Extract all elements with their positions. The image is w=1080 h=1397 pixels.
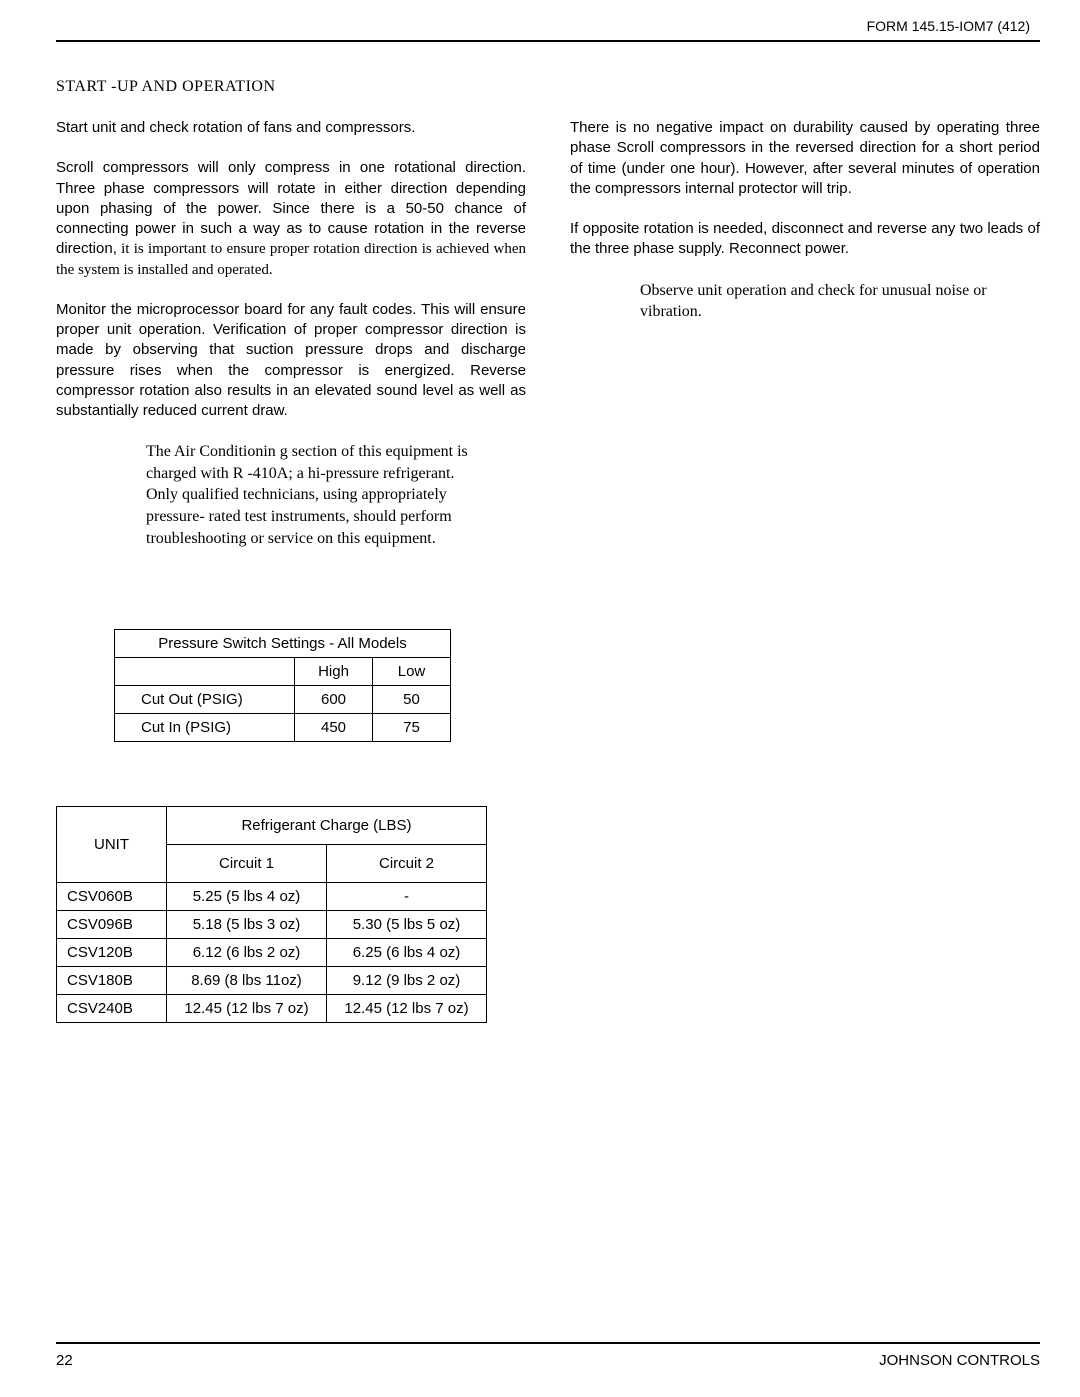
pressure-row-label: Cut Out (PSIG) (115, 686, 295, 714)
page: FORM 145.15-IOM7 (412) START -UP AND OPE… (0, 0, 1080, 1397)
refrig-unit-header: UNIT (57, 807, 167, 883)
table-row: CSV096B 5.18 (5 lbs 3 oz) 5.30 (5 lbs 5 … (57, 911, 487, 939)
pressure-blank-cell (115, 658, 295, 686)
refrig-data-cell: 12.45 (12 lbs 7 oz) (167, 995, 327, 1023)
table-row: CSV180B 8.69 (8 lbs 11oz) 9.12 (9 lbs 2 … (57, 967, 487, 995)
refrig-data-cell: 12.45 (12 lbs 7 oz) (327, 995, 487, 1023)
right-column: There is no negative impact on durabilit… (570, 118, 1040, 569)
refrig-data-cell: 9.12 (9 lbs 2 oz) (327, 967, 487, 995)
pressure-cell: 450 (295, 714, 373, 742)
para-left-2: Scroll compressors will only compress in… (56, 158, 526, 280)
refrig-data-cell: 5.30 (5 lbs 5 oz) (327, 911, 487, 939)
left-column: Start unit and check rotation of fans an… (56, 118, 526, 569)
para-right-2: If opposite rotation is needed, disconne… (570, 219, 1040, 260)
table-row: Cut Out (PSIG) 600 50 (115, 686, 451, 714)
table-row: Cut In (PSIG) 450 75 (115, 714, 451, 742)
para-left-1: Start unit and check rotation of fans an… (56, 118, 526, 138)
pressure-col-high: High (295, 658, 373, 686)
footer: 22 JOHNSON CONTROLS (56, 1342, 1040, 1369)
pressure-switch-table: Pressure Switch Settings - All Models Hi… (114, 629, 451, 742)
refrig-unit-cell: CSV120B (57, 939, 167, 967)
refrig-circuit2-header: Circuit 2 (327, 845, 487, 883)
observe-block: Observe unit operation and check for unu… (640, 280, 1010, 323)
pressure-cell: 600 (295, 686, 373, 714)
pressure-col-low: Low (373, 658, 451, 686)
pressure-cell: 75 (373, 714, 451, 742)
refrig-data-cell: 5.25 (5 lbs 4 oz) (167, 883, 327, 911)
form-id: FORM 145.15-IOM7 (412) (56, 18, 1040, 34)
pressure-row-label: Cut In (PSIG) (115, 714, 295, 742)
para-left-2b: it is important to ensure proper rotatio… (56, 241, 526, 277)
page-number: 22 (56, 1352, 73, 1369)
para-left-3: Monitor the microprocessor board for any… (56, 300, 526, 422)
company-name: JOHNSON CONTROLS (879, 1352, 1040, 1369)
bottom-rule (56, 1342, 1040, 1344)
refrig-circuit1-header: Circuit 1 (167, 845, 327, 883)
para-right-1: There is no negative impact on durabilit… (570, 118, 1040, 199)
table-row: CSV240B 12.45 (12 lbs 7 oz) 12.45 (12 lb… (57, 995, 487, 1023)
table-row: High Low (115, 658, 451, 686)
refrig-data-cell: 6.12 (6 lbs 2 oz) (167, 939, 327, 967)
refrig-charge-header: Refrigerant Charge (LBS) (167, 807, 487, 845)
refrig-data-cell: 8.69 (8 lbs 11oz) (167, 967, 327, 995)
refrigerant-charge-table: UNIT Refrigerant Charge (LBS) Circuit 1 … (56, 806, 487, 1023)
refrig-unit-cell: CSV060B (57, 883, 167, 911)
refrig-data-cell: - (327, 883, 487, 911)
section-title: START -UP AND OPERATION (56, 78, 1040, 96)
table-row: CSV060B 5.25 (5 lbs 4 oz) - (57, 883, 487, 911)
table-row: Pressure Switch Settings - All Models (115, 630, 451, 658)
pressure-cell: 50 (373, 686, 451, 714)
footer-row: 22 JOHNSON CONTROLS (56, 1352, 1040, 1369)
top-rule (56, 40, 1040, 42)
refrig-unit-cell: CSV096B (57, 911, 167, 939)
refrig-data-cell: 6.25 (6 lbs 4 oz) (327, 939, 487, 967)
refrig-unit-cell: CSV240B (57, 995, 167, 1023)
refrig-data-cell: 5.18 (5 lbs 3 oz) (167, 911, 327, 939)
refrig-unit-cell: CSV180B (57, 967, 167, 995)
table-row: CSV120B 6.12 (6 lbs 2 oz) 6.25 (6 lbs 4 … (57, 939, 487, 967)
warning-block: The Air Conditionin g section of this eq… (146, 441, 486, 549)
tables-area: Pressure Switch Settings - All Models Hi… (56, 629, 1040, 1023)
two-column-body: Start unit and check rotation of fans an… (56, 118, 1040, 569)
pressure-table-title: Pressure Switch Settings - All Models (115, 630, 451, 658)
table-row: UNIT Refrigerant Charge (LBS) (57, 807, 487, 845)
